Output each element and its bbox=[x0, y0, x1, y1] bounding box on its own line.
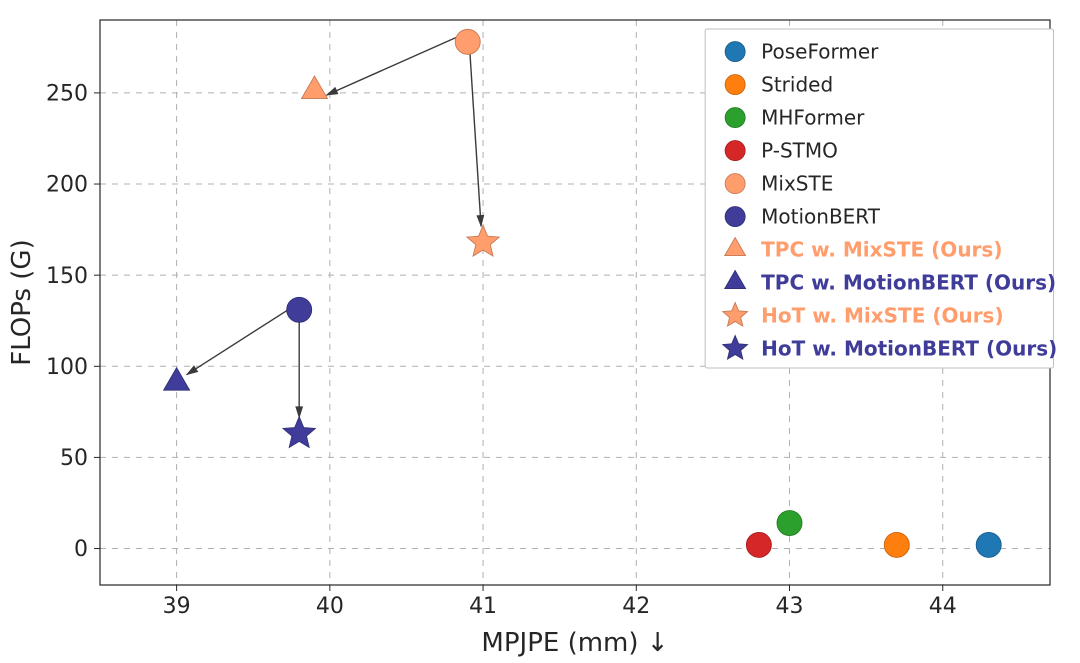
legend-label: HoT w. MixSTE (Ours) bbox=[761, 304, 1003, 328]
svg-text:41: 41 bbox=[469, 594, 497, 619]
legend-label: MHFormer bbox=[761, 106, 865, 130]
scatter-chart: 39 40 41 42 43 44 0 50 100 150 200 250 MPJPE (mm) ↓ F… bbox=[0, 0, 1080, 663]
svg-text:43: 43 bbox=[776, 594, 804, 619]
svg-text:200: 200 bbox=[46, 173, 88, 198]
legend-swatch bbox=[725, 108, 745, 128]
legend-label: P-STMO bbox=[761, 139, 838, 163]
svg-text:100: 100 bbox=[46, 355, 88, 380]
svg-text:50: 50 bbox=[60, 446, 88, 471]
svg-text:40: 40 bbox=[316, 594, 344, 619]
y-axis-label: FLOPs (G) bbox=[7, 239, 37, 365]
legend-swatch bbox=[725, 42, 745, 62]
legend-label: MixSTE bbox=[761, 172, 833, 196]
data-point bbox=[287, 297, 312, 322]
legend-label: PoseFormer bbox=[761, 40, 879, 64]
svg-text:39: 39 bbox=[163, 594, 191, 619]
x-axis-label: MPJPE (mm) ↓ bbox=[481, 628, 668, 658]
legend-label: MotionBERT bbox=[761, 205, 881, 229]
svg-text:250: 250 bbox=[46, 82, 88, 107]
data-point bbox=[976, 532, 1001, 557]
data-point bbox=[746, 532, 771, 557]
legend-swatch bbox=[725, 174, 745, 194]
chart-container: 39 40 41 42 43 44 0 50 100 150 200 250 MPJPE (mm) ↓ F… bbox=[0, 0, 1080, 663]
data-point bbox=[884, 532, 909, 557]
legend-label: TPC w. MotionBERT (Ours) bbox=[761, 271, 1056, 295]
data-point bbox=[455, 29, 480, 54]
legend-label: TPC w. MixSTE (Ours) bbox=[761, 238, 1002, 262]
legend-label: HoT w. MotionBERT (Ours) bbox=[761, 337, 1057, 361]
legend: PoseFormer Strided MHFormer P-STMO MixSTE Mot… bbox=[705, 29, 1057, 368]
svg-text:44: 44 bbox=[929, 594, 957, 619]
svg-text:0: 0 bbox=[74, 537, 88, 562]
svg-text:150: 150 bbox=[46, 264, 88, 289]
legend-swatch bbox=[725, 75, 745, 95]
legend-swatch bbox=[725, 141, 745, 161]
data-point bbox=[777, 511, 802, 536]
legend-label: Strided bbox=[761, 73, 833, 97]
legend-swatch bbox=[725, 207, 745, 227]
svg-text:42: 42 bbox=[622, 594, 650, 619]
